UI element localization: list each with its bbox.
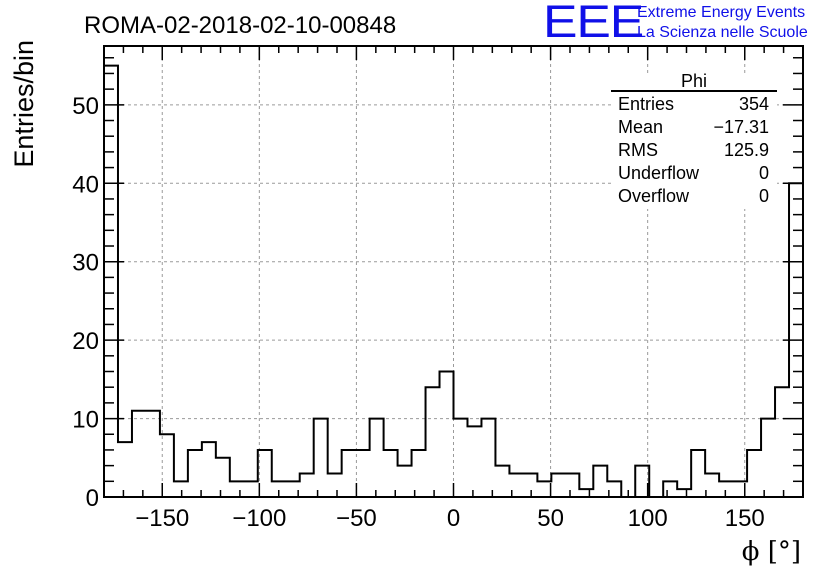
histogram-bin <box>384 450 398 497</box>
stats-row-value: 0 <box>759 163 769 183</box>
histogram-bin <box>565 473 579 497</box>
y-tick-label: 40 <box>72 171 99 198</box>
stats-row-label: Underflow <box>618 163 700 183</box>
histogram-outline <box>103 64 804 498</box>
stats-row-label: Entries <box>618 94 674 114</box>
histogram-bin <box>104 66 118 497</box>
x-tick-label: −50 <box>336 505 377 532</box>
histogram-bin <box>677 489 691 497</box>
logo-tagline-1: Extreme Energy Events <box>637 4 806 21</box>
histogram-bin <box>551 473 565 497</box>
histogram-bin <box>146 411 160 497</box>
x-tick-label: −150 <box>135 505 189 532</box>
stats-rows: Entries 354 Mean −17.31 RMS 125.9 Underflow 0 Ov… <box>618 94 769 206</box>
stats-row-value: −17.31 <box>713 117 769 137</box>
histogram-bin <box>230 481 244 497</box>
eee-logo: EEE Extreme Energy Events La Scienza nel… <box>543 0 833 47</box>
axis-ticks <box>104 46 803 498</box>
histogram-bin <box>412 450 426 497</box>
eee-logo-mark: EEE <box>543 0 644 47</box>
histogram-bin <box>495 466 509 497</box>
histogram-bin <box>132 411 146 497</box>
histogram-bin <box>174 481 188 497</box>
histogram-bin <box>300 473 314 497</box>
histogram-bin <box>663 481 677 497</box>
y-tick-label: 10 <box>72 407 99 434</box>
histogram-bin <box>314 419 328 497</box>
histogram-bin <box>593 466 607 497</box>
stats-row-label: Overflow <box>618 186 690 206</box>
y-tick-label: 0 <box>86 485 99 512</box>
x-tick-label: 0 <box>447 505 460 532</box>
histogram-bin <box>537 481 551 497</box>
x-tick-label: −100 <box>232 505 286 532</box>
x-tick-label: 150 <box>725 505 765 532</box>
histogram-bin <box>747 450 761 497</box>
histogram-bin <box>691 450 705 497</box>
stats-box: Phi Entries 354 Mean −17.31 RMS 125.9 Underflo… <box>611 71 777 209</box>
y-tick-label: 50 <box>72 93 99 120</box>
histogram-bin <box>328 473 342 497</box>
stats-row-label: Mean <box>618 117 663 137</box>
histogram-bin <box>761 419 775 497</box>
x-tick-labels: −150 −100 −50 0 50 100 150 <box>135 505 765 532</box>
plot-frame <box>103 45 804 498</box>
stats-row-label: RMS <box>618 140 658 160</box>
histogram-bin <box>118 442 132 497</box>
histogram-bin <box>426 387 440 497</box>
chart-title: ROMA-02-2018-02-10-00848 <box>84 12 396 39</box>
stats-row-value: 354 <box>739 94 769 114</box>
histogram-bin <box>188 450 202 497</box>
histogram-bin <box>719 481 733 497</box>
x-tick-label: 50 <box>537 505 564 532</box>
histogram-bin <box>454 419 468 497</box>
histogram-bin <box>523 473 537 497</box>
histogram-bin <box>370 419 384 497</box>
logo-tagline-2: La Scienza nelle Scuole <box>637 24 808 41</box>
histogram-bin <box>467 426 481 497</box>
y-tick-labels: 0 10 20 30 40 50 <box>72 93 99 512</box>
histogram-bin <box>398 466 412 497</box>
stats-row-value: 0 <box>759 186 769 206</box>
histogram-bin <box>216 458 230 497</box>
y-axis-label: Entries/bin <box>9 40 39 168</box>
y-tick-label: 30 <box>72 250 99 277</box>
histogram-bin <box>202 442 216 497</box>
histogram-bin <box>579 489 593 497</box>
histogram-bin <box>244 481 258 497</box>
histogram-bin <box>481 419 495 497</box>
stats-title: Phi <box>681 71 707 91</box>
x-axis-label: ϕ [°] <box>742 537 801 567</box>
histogram-bin <box>342 450 356 497</box>
stats-row-value: 125.9 <box>724 140 769 160</box>
histogram-bin <box>705 473 719 497</box>
histogram-bin <box>440 372 454 497</box>
histogram-bin <box>775 387 789 497</box>
x-tick-label: 100 <box>628 505 668 532</box>
histogram-bin <box>356 450 370 497</box>
y-tick-label: 20 <box>72 328 99 355</box>
